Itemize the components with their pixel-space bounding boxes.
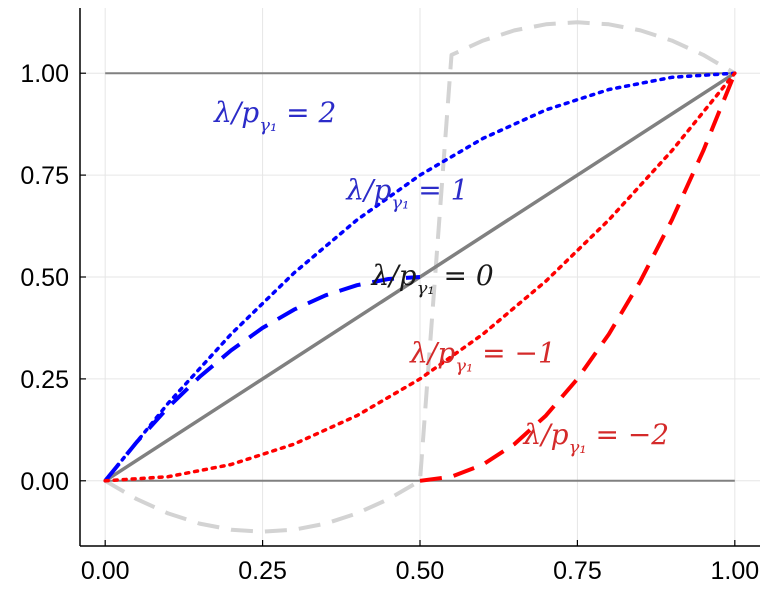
y-tick-label-2: 0.50	[20, 264, 69, 292]
y-tick-label-3: 0.75	[20, 162, 69, 190]
series-line-0	[104, 20, 736, 534]
y-tick-label-4: 1.00	[20, 60, 69, 88]
series-group	[103, 20, 737, 534]
x-tick-label-0: 0.00	[81, 557, 130, 585]
annotation-label-4: λ/pγ₁ = −2	[522, 418, 669, 458]
series-line-6	[103, 71, 737, 483]
annotation-label-2: λ/pγ₁ = 0	[371, 259, 494, 299]
series-line-5	[103, 71, 737, 483]
y-tick-label-0: 0.00	[20, 468, 69, 496]
x-tick-label-3: 0.75	[553, 557, 602, 585]
annotation-label-1: λ/pγ₁ = 1	[345, 174, 468, 214]
annotation-label-3: λ/pγ₁ = −1	[409, 337, 556, 377]
series-line-7	[419, 72, 737, 483]
y-tick-label-1: 0.25	[20, 366, 69, 394]
annotation-label-0: λ/pγ₁ = 2	[213, 96, 336, 136]
x-tick-label-4: 1.00	[710, 557, 759, 585]
axes: 0.00 0.25 0.50 0.75 1.00 0.00 0.25 0.50 0.75 1.00	[20, 8, 760, 585]
x-tick-label-2: 0.50	[396, 557, 445, 585]
annotations: λ/pγ₁ = 2λ/pγ₁ = 1 λ/pγ₁ = 0 λ/pγ₁ = −1 λ/p…	[213, 96, 669, 458]
x-tick-label-1: 0.25	[238, 557, 287, 585]
